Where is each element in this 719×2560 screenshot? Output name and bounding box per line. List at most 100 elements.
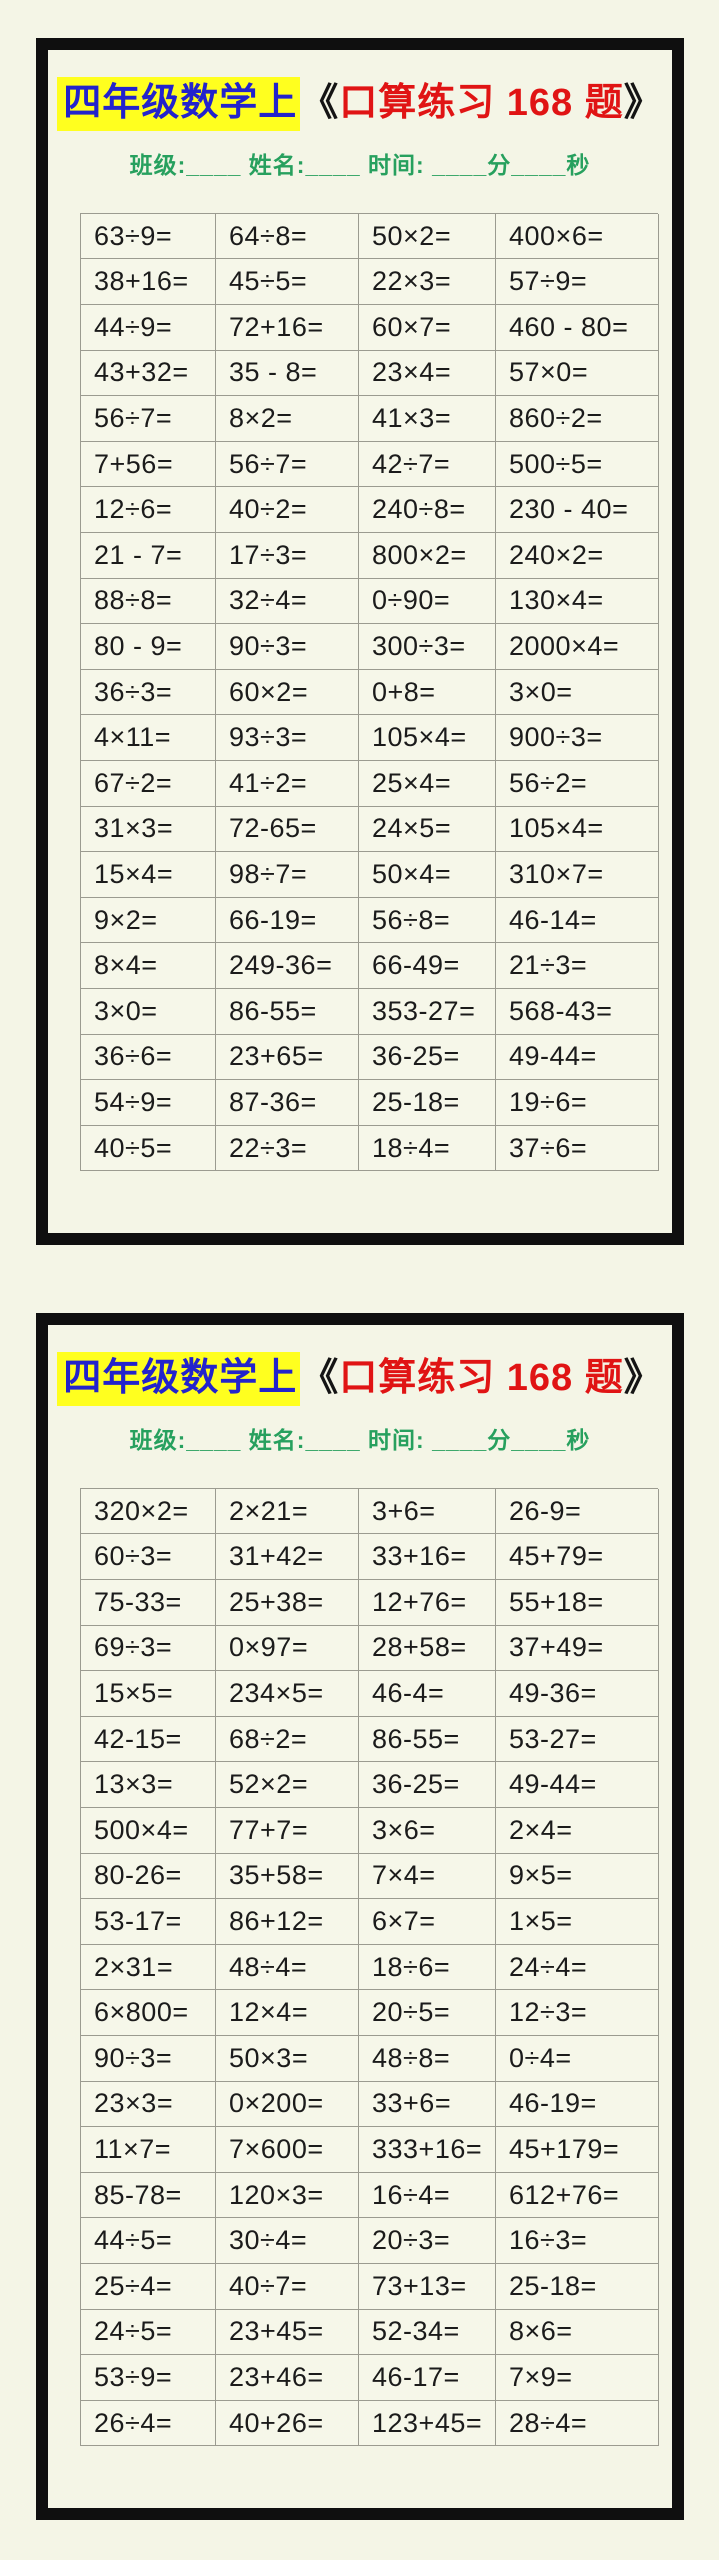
problem-cell: 46-14= — [496, 897, 659, 944]
problem-cell: 23×4= — [359, 350, 496, 397]
problem-cell: 7×9= — [496, 2355, 659, 2401]
title-practice-name: 口算练习 168 题 — [339, 1357, 624, 1399]
problem-cell: 36-25= — [359, 1762, 496, 1809]
problem-cell: 75-33= — [81, 1580, 216, 1626]
problem-cell: 44÷5= — [81, 2218, 216, 2264]
problem-cell: 12+76= — [359, 1580, 496, 1626]
problem-cell: 23+65= — [216, 1034, 359, 1081]
problem-cell: 500÷5= — [496, 441, 659, 488]
problem-cell: 8×6= — [496, 2309, 659, 2356]
problem-cell: 44÷9= — [81, 305, 216, 351]
problem-cell: 87-36= — [216, 1080, 359, 1126]
title-bracket-open: 《 — [300, 1357, 340, 1399]
problem-cell: 7×4= — [359, 1853, 496, 1900]
problem-cell: 64÷8= — [216, 213, 359, 260]
problem-cell: 30÷4= — [216, 2218, 359, 2264]
problem-cell: 48÷4= — [216, 1944, 359, 1991]
problem-cell: 25÷4= — [81, 2263, 216, 2310]
title-practice-name: 口算练习 168 题 — [339, 82, 624, 124]
problem-cell: 24÷5= — [81, 2309, 216, 2356]
problem-cell: 249-36= — [216, 943, 359, 989]
problem-cell: 612+76= — [496, 2172, 659, 2219]
problem-cell: 98÷7= — [216, 852, 359, 898]
problem-cell: 16÷4= — [359, 2172, 496, 2219]
problem-cell: 19÷6= — [496, 1080, 659, 1126]
title-bracket-close: 》 — [623, 82, 663, 124]
problem-cell: 32÷4= — [216, 578, 359, 625]
problem-cell: 56÷7= — [81, 396, 216, 442]
problem-cell: 8×4= — [81, 943, 216, 989]
problem-cell: 3×0= — [496, 669, 659, 716]
problem-cell: 21÷3= — [496, 943, 659, 989]
problem-cell: 22×3= — [359, 259, 496, 306]
problem-cell: 860÷2= — [496, 396, 659, 442]
problem-cell: 26-9= — [496, 1488, 659, 1535]
page-title: 四年级数学上《口算练习 168 题》 — [48, 74, 672, 133]
student-info-line: 班级:____ 姓名:____ 时间: ____分____秒 — [129, 1426, 591, 1453]
problem-cell: 12×4= — [216, 1990, 359, 2037]
problem-cell: 60×2= — [216, 669, 359, 716]
problem-cell: 45+79= — [496, 1534, 659, 1581]
problem-cell: 45÷5= — [216, 259, 359, 306]
problem-cell: 460 - 80= — [496, 305, 659, 351]
problem-cell: 40+26= — [216, 2400, 359, 2447]
problem-cell: 48÷8= — [359, 2036, 496, 2082]
problem-cell: 13×3= — [81, 1762, 216, 1809]
problem-cell: 40÷7= — [216, 2263, 359, 2310]
problem-cell: 500×4= — [81, 1808, 216, 1854]
problem-cell: 66-49= — [359, 943, 496, 989]
problem-cell: 57×0= — [496, 350, 659, 397]
problem-cell: 60÷3= — [81, 1534, 216, 1581]
problem-cell: 26÷4= — [81, 2400, 216, 2447]
problem-cell: 2000×4= — [496, 624, 659, 670]
problem-cell: 15×5= — [81, 1671, 216, 1717]
problem-cell: 20÷5= — [359, 1990, 496, 2037]
problem-cell: 3×0= — [81, 988, 216, 1035]
problem-cell: 12÷3= — [496, 1990, 659, 2037]
problem-cell: 12÷6= — [81, 487, 216, 534]
problem-cell: 93÷3= — [216, 715, 359, 762]
problem-cell: 105×4= — [496, 806, 659, 853]
problem-cell: 900÷3= — [496, 715, 659, 762]
problem-cell: 24×5= — [359, 806, 496, 853]
problem-cell: 20÷3= — [359, 2218, 496, 2264]
problem-cell: 31×3= — [81, 806, 216, 853]
problem-cell: 24÷4= — [496, 1944, 659, 1991]
problem-cell: 45+179= — [496, 2127, 659, 2173]
problem-cell: 33+16= — [359, 1534, 496, 1581]
problem-cell: 50×4= — [359, 852, 496, 898]
problem-cell: 86-55= — [359, 1716, 496, 1763]
student-info-line: 班级:____ 姓名:____ 时间: ____分____秒 — [129, 151, 591, 178]
problem-cell: 0÷90= — [359, 578, 496, 625]
problem-cell: 41×3= — [359, 396, 496, 442]
problem-cell: 230 - 40= — [496, 487, 659, 534]
title-grade-highlight: 四年级数学上 — [57, 77, 301, 131]
problem-cell: 80-26= — [81, 1853, 216, 1900]
problem-cell: 9×5= — [496, 1853, 659, 1900]
problem-cell: 63÷9= — [81, 213, 216, 260]
problem-cell: 2×4= — [496, 1808, 659, 1854]
problem-cell: 53-27= — [496, 1716, 659, 1763]
problem-cell: 240÷8= — [359, 487, 496, 534]
problem-cell: 60×7= — [359, 305, 496, 351]
problem-cell: 42÷7= — [359, 441, 496, 488]
problem-cell: 7×600= — [216, 2127, 359, 2173]
problem-cell: 69÷3= — [81, 1625, 216, 1672]
problem-cell: 52×2= — [216, 1762, 359, 1809]
problems-table: 63÷9= 64÷8= 50×2= 400×6= 38+16= 45÷5= 22×3= 57÷… — [80, 212, 659, 1172]
problem-cell: 21 - 7= — [81, 533, 216, 579]
problem-cell: 6×7= — [359, 1899, 496, 1945]
problem-cell: 53÷9= — [81, 2355, 216, 2401]
problem-cell: 52-34= — [359, 2309, 496, 2356]
problem-cell: 23×3= — [81, 2081, 216, 2128]
problem-cell: 49-44= — [496, 1762, 659, 1809]
problem-cell: 66-19= — [216, 897, 359, 944]
problem-cell: 37÷6= — [496, 1125, 659, 1172]
problem-cell: 28+58= — [359, 1625, 496, 1672]
problem-cell: 46-19= — [496, 2081, 659, 2128]
problem-cell: 50×2= — [359, 213, 496, 260]
problem-cell: 73+13= — [359, 2263, 496, 2310]
problem-cell: 234×5= — [216, 1671, 359, 1717]
problem-cell: 37+49= — [496, 1625, 659, 1672]
